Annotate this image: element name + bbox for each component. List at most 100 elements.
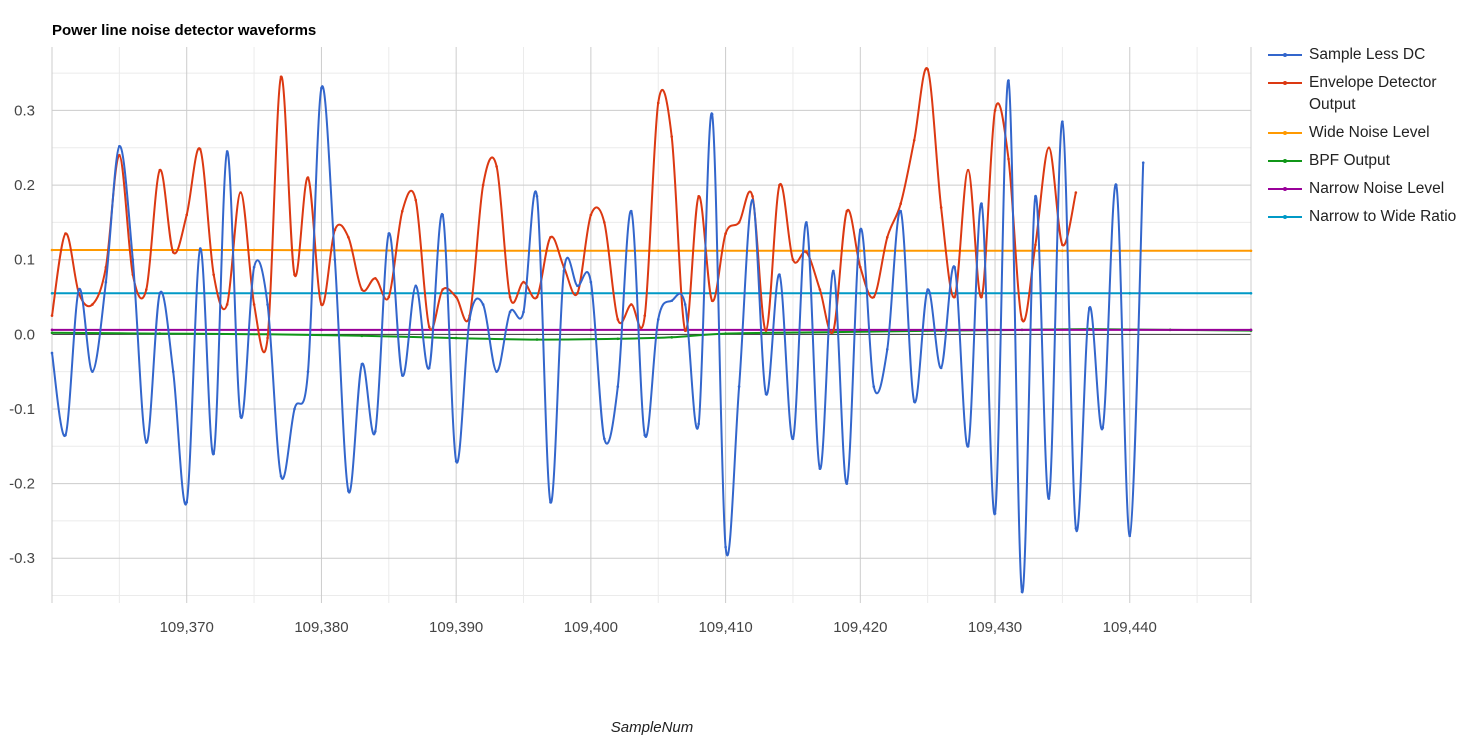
- series-layer: [50, 67, 1253, 594]
- data-point-envelope-detector-output: [239, 191, 242, 194]
- data-point-sample-less-dc: [293, 407, 296, 411]
- data-point-envelope-detector-output: [966, 168, 970, 172]
- data-point-sample-less-dc: [1074, 527, 1078, 530]
- data-point-envelope-detector-output: [912, 138, 916, 142]
- data-point-sample-less-dc: [656, 318, 660, 321]
- x-tick-label: 109,420: [833, 619, 887, 636]
- data-point-sample-less-dc: [724, 545, 727, 549]
- data-point-envelope-detector-output: [939, 206, 943, 209]
- data-point-sample-less-dc: [710, 112, 714, 116]
- data-point-sample-less-dc: [64, 433, 67, 437]
- grid-layer: [51, 47, 1252, 603]
- data-point-envelope-detector-output: [764, 329, 768, 332]
- data-point-sample-less-dc: [832, 269, 835, 273]
- legend[interactable]: Sample Less DC Envelope Detector Output Wi…: [1268, 44, 1458, 234]
- data-point-sample-less-dc: [185, 500, 189, 504]
- y-tick-label: -0.2: [9, 476, 35, 493]
- data-point-envelope-detector-output: [683, 329, 687, 332]
- data-point-sample-less-dc: [1141, 161, 1145, 164]
- data-point-envelope-detector-output: [360, 288, 364, 291]
- legend-label: Envelope Detector Output: [1309, 74, 1437, 113]
- data-point-narrow-noise-level: [859, 328, 862, 332]
- data-point-envelope-detector-output: [643, 314, 647, 317]
- data-point-sample-less-dc: [279, 474, 283, 478]
- data-point-envelope-detector-output: [953, 295, 956, 299]
- legend-marker: [1283, 131, 1287, 135]
- data-point-sample-less-dc: [360, 362, 364, 366]
- data-point-sample-less-dc: [616, 385, 620, 388]
- data-point-sample-less-dc: [912, 400, 916, 403]
- data-point-envelope-detector-output: [629, 303, 633, 306]
- legend-item[interactable]: Envelope Detector Output: [1268, 72, 1458, 116]
- series-narrow-noise-level: [50, 328, 1253, 332]
- data-point-envelope-detector-output: [805, 250, 808, 254]
- data-point-envelope-detector-output: [454, 295, 458, 299]
- data-point-bpf-output: [360, 334, 364, 338]
- legend-marker: [1283, 215, 1287, 219]
- x-tick-label: 109,410: [698, 619, 752, 636]
- data-point-envelope-detector-output: [710, 299, 714, 303]
- data-point-sample-less-dc: [1114, 183, 1118, 187]
- data-point-sample-less-dc: [427, 366, 431, 370]
- legend-item[interactable]: Narrow Noise Level: [1268, 178, 1458, 200]
- data-point-sample-less-dc: [1007, 79, 1010, 82]
- y-tick-label: 0.2: [14, 177, 35, 194]
- data-point-envelope-detector-output: [1047, 146, 1051, 150]
- legend-swatch: [1268, 53, 1302, 57]
- legend-item[interactable]: Wide Noise Level: [1268, 122, 1458, 144]
- data-point-sample-less-dc: [1061, 120, 1064, 123]
- legend-item[interactable]: Narrow to Wide Ratio: [1268, 206, 1458, 228]
- data-point-envelope-detector-output: [576, 291, 579, 295]
- data-point-envelope-detector-output: [481, 183, 485, 187]
- data-point-envelope-detector-output: [670, 135, 674, 138]
- data-point-envelope-detector-output: [1007, 157, 1010, 161]
- data-point-bpf-output: [535, 338, 539, 341]
- data-point-envelope-detector-output: [791, 258, 795, 261]
- data-point-sample-less-dc: [374, 430, 377, 433]
- data-point-envelope-detector-output: [1020, 318, 1024, 321]
- x-tick-label: 109,390: [429, 619, 483, 636]
- data-point-sample-less-dc: [225, 150, 229, 153]
- data-point-envelope-detector-output: [414, 198, 418, 202]
- data-point-sample-less-dc: [347, 489, 350, 493]
- data-point-sample-less-dc: [966, 444, 970, 448]
- legend-marker: [1283, 187, 1287, 191]
- data-point-sample-less-dc: [1020, 590, 1024, 594]
- data-point-sample-less-dc: [145, 441, 148, 444]
- data-point-envelope-detector-output: [387, 295, 391, 299]
- data-point-sample-less-dc: [118, 144, 121, 148]
- data-point-sample-less-dc: [993, 512, 997, 515]
- data-point-sample-less-dc: [320, 86, 323, 90]
- data-point-sample-less-dc: [549, 500, 552, 504]
- data-point-sample-less-dc: [764, 392, 768, 396]
- legend-label: Narrow to Wide Ratio: [1309, 208, 1457, 225]
- data-point-bpf-output: [50, 331, 54, 335]
- data-point-sample-less-dc: [535, 194, 539, 198]
- data-point-envelope-detector-output: [535, 295, 539, 299]
- data-point-envelope-detector-output: [737, 221, 741, 224]
- data-point-sample-less-dc: [629, 209, 633, 213]
- legend-swatch: [1268, 159, 1302, 163]
- data-point-envelope-detector-output: [926, 68, 929, 71]
- data-point-sample-less-dc: [239, 415, 242, 418]
- data-point-narrow-to-wide-ratio: [50, 291, 54, 295]
- data-point-sample-less-dc: [198, 247, 202, 250]
- data-point-envelope-detector-output: [225, 303, 229, 306]
- data-point-sample-less-dc: [562, 269, 566, 273]
- series-sample-less-dc: [50, 79, 1145, 594]
- data-point-bpf-output: [616, 337, 620, 341]
- legend-swatch: [1268, 131, 1302, 135]
- legend-item[interactable]: BPF Output: [1268, 150, 1458, 172]
- data-point-envelope-detector-output: [279, 75, 283, 79]
- y-tick-label: 0.0: [14, 326, 35, 343]
- series-narrow-to-wide-ratio: [50, 291, 1253, 295]
- y-tick-label: 0.1: [14, 252, 35, 269]
- legend-marker: [1283, 81, 1287, 85]
- data-point-narrow-noise-level: [320, 328, 323, 332]
- data-point-sample-less-dc: [306, 370, 310, 373]
- data-point-sample-less-dc: [899, 209, 903, 213]
- data-point-sample-less-dc: [683, 303, 687, 306]
- series-line-sample-less-dc: [51, 79, 1145, 593]
- legend-item[interactable]: Sample Less DC: [1268, 44, 1458, 66]
